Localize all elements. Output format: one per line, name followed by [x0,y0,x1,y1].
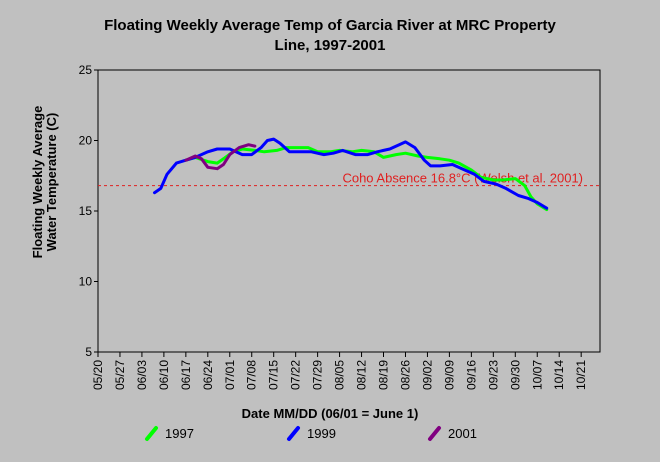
x-tick-label: 09/02 [420,360,434,390]
y-ticks: 5 10 15 20 25 [79,63,98,359]
x-tick-label: 06/17 [179,360,193,390]
y-tick-label: 5 [85,345,92,359]
x-tick-label: 09/23 [486,360,500,390]
legend-swatch-2001 [428,426,441,441]
x-tick-label: 06/10 [157,360,171,390]
legend-label-1999: 1999 [307,426,336,441]
x-ticks: 05/20 05/27 06/03 06/10 06/17 06/24 07/01 07/08… [91,352,588,390]
x-axis-label: Date MM/DD (06/01 = June 1) [242,406,419,421]
x-tick-label: 10/07 [530,360,544,390]
x-tick-label: 08/05 [333,360,347,390]
y-tick-label: 10 [79,275,93,289]
x-tick-label: 09/30 [508,360,522,390]
x-tick-label: 10/21 [574,360,588,390]
x-tick-label: 10/14 [552,360,566,390]
series-line-1999 [153,137,549,210]
x-tick-label: 07/29 [311,360,325,390]
legend: 1997 1999 2001 [145,426,477,441]
x-tick-label: 08/26 [398,360,412,390]
legend-swatch-1997 [145,426,158,441]
legend-swatch-1999 [287,426,300,441]
x-tick-label: 07/22 [289,360,303,390]
x-tick-label: 07/08 [245,360,259,390]
x-tick-label: 06/03 [135,360,149,390]
series-group [153,137,549,212]
x-tick-label: 08/19 [377,360,391,390]
reference-line-group: Coho Absence 16.8°C (Welsh et al. 2001) [98,171,600,187]
x-tick-label: 09/16 [464,360,478,390]
legend-label-2001: 2001 [448,426,477,441]
x-tick-label: 07/01 [223,360,237,390]
x-tick-label: 07/15 [267,360,281,390]
x-tick-label: 06/24 [201,360,215,390]
y-axis-label: Floating Weekly Average Water Temperatur… [30,106,59,259]
y-axis-label-line-2: Water Temperature (C) [44,113,59,252]
x-tick-label: 05/20 [91,360,105,390]
series-line-1997 [184,146,549,212]
y-tick-label: 20 [79,134,93,148]
chart-title-line-2: Line, 1997-2001 [275,37,386,54]
chart-title-line-1: Floating Weekly Average Temp of Garcia R… [104,17,556,34]
series-line-2001 [184,143,257,171]
plot-area [97,69,601,353]
legend-label-1997: 1997 [165,426,194,441]
y-axis-label-line-1: Floating Weekly Average [30,106,45,259]
y-tick-label: 25 [79,63,93,77]
x-tick-label: 09/09 [442,360,456,390]
x-tick-label: 08/12 [355,360,369,390]
y-tick-label: 15 [79,204,93,218]
x-tick-label: 05/27 [113,360,127,390]
coho-absence-label: Coho Absence 16.8°C (Welsh et al. 2001) [342,171,583,186]
